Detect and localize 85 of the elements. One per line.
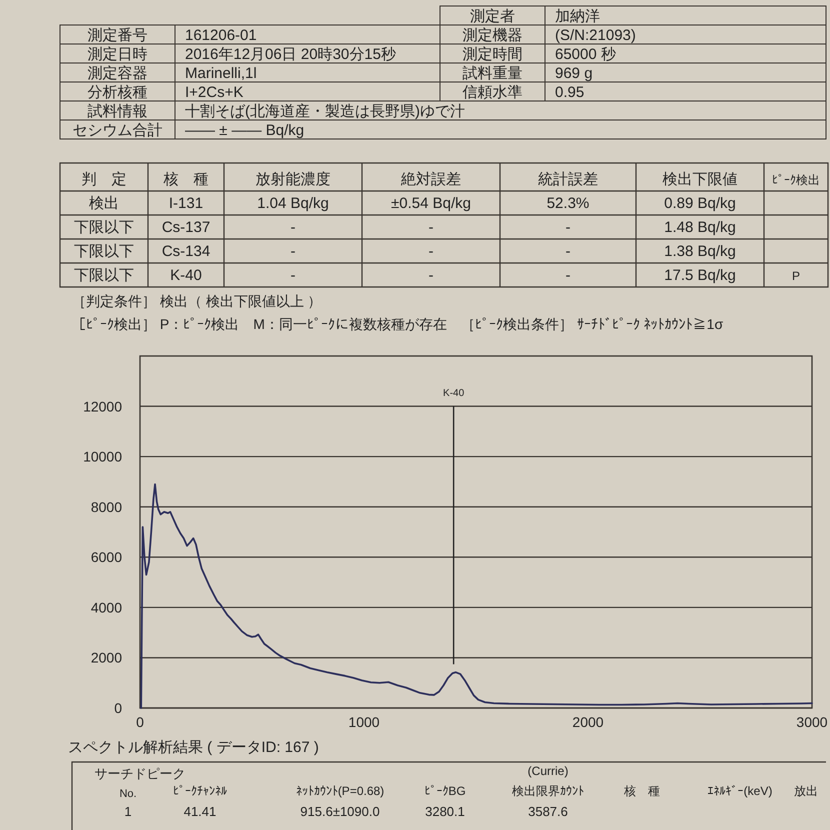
text: 下限以下 <box>74 243 134 260</box>
text: Cs-134 <box>162 243 210 260</box>
text: 1.04 Bq/kg <box>257 195 329 212</box>
text: 161206-01 <box>185 27 257 44</box>
text: I-131 <box>168 195 204 212</box>
text: (S/N:21093) <box>555 27 636 44</box>
x-tick-label: 2000 <box>572 714 604 730</box>
text: I+2Cs+K <box>185 84 244 101</box>
text: - <box>566 243 570 260</box>
text: セシウム合計 <box>72 122 162 139</box>
text: 信頼水準 <box>462 84 522 101</box>
text: - <box>290 219 296 236</box>
text: - <box>290 267 296 284</box>
text: 放出 <box>794 784 818 798</box>
text: (Currie) <box>528 764 568 778</box>
text: 下限以下 <box>74 267 134 284</box>
text: サーチドピーク <box>94 766 186 781</box>
text: 0.89 Bq/kg <box>664 195 736 212</box>
text: 1.38 Bq/kg <box>664 243 736 260</box>
text: 測定番号 <box>88 27 148 44</box>
y-tick-label: 8000 <box>90 498 122 515</box>
text: 3587.6 <box>528 804 568 819</box>
text: 65000 秒 <box>555 46 616 63</box>
text: ［ﾋﾟｰｸ検出］ P：ﾋﾟｰｸ検出 M：同一ﾋﾟｰｸに複数核種が存在 ［ﾋﾟｰｸ検出条件］ ｻｰﾁﾄﾞﾋﾟｰｸ ﾈｯﾄｶｳﾝﾄ≧1σ <box>72 316 724 332</box>
ref-line-label: K-40 <box>443 388 465 399</box>
text: Cs-137 <box>162 219 210 236</box>
x-tick-label: 3000 <box>796 714 828 730</box>
text: 3280.1 <box>425 804 465 819</box>
text: 絶対誤差 <box>400 171 461 188</box>
text: ﾋﾟｰｸﾁｬﾝﾈﾙ <box>173 784 227 798</box>
text: - <box>428 267 434 284</box>
text: ﾈｯﾄｶｳﾝﾄ(P=0.68) <box>296 784 384 798</box>
text: - <box>428 219 434 236</box>
text: ﾋﾟｰｸ検出 <box>772 173 820 187</box>
y-tick-label: 12000 <box>83 398 122 414</box>
x-tick-label: 1000 <box>348 714 380 730</box>
text: 十割そば(北海道産・製造は長野県)ゆで汁 <box>185 103 465 120</box>
text: 測定容器 <box>88 65 148 82</box>
text: 試料情報 <box>88 103 148 120</box>
text: K-40 <box>170 267 202 284</box>
text: 0.95 <box>555 84 584 101</box>
text: P <box>792 269 800 283</box>
text: - <box>566 267 570 284</box>
y-tick-label: 6000 <box>90 549 122 566</box>
text: 52.3% <box>546 195 590 212</box>
text: 加納洋 <box>555 8 600 25</box>
text: 915.6±1090.0 <box>300 804 380 819</box>
text: ﾋﾟｰｸBG <box>424 784 466 798</box>
text: ―― ± ―― Bq/kg <box>185 122 304 139</box>
text: ｴﾈﾙｷﾞｰ(keV) <box>708 784 772 798</box>
y-tick-label: 10000 <box>83 448 122 465</box>
text: 核 種 <box>162 171 208 188</box>
text: 下限以下 <box>74 219 134 236</box>
x-tick-label: 0 <box>136 714 144 730</box>
text: 969 g <box>555 65 593 82</box>
y-tick-label: 0 <box>114 700 122 716</box>
text: 分析核種 <box>88 84 148 101</box>
text: 試料重量 <box>462 65 522 82</box>
text: Marinelli,1l <box>185 65 257 82</box>
line-series <box>140 483 813 709</box>
text: 41.41 <box>184 804 216 819</box>
text: ±0.54 Bq/kg <box>391 195 471 212</box>
text: - <box>566 219 570 236</box>
text: - <box>428 243 434 260</box>
text: スペクトル解析結果 ( データID: 167 ) <box>68 739 319 756</box>
text: 検出 <box>89 195 119 212</box>
text: ［判定条件］ 検出（ 検出下限値以上 ） <box>72 293 322 309</box>
text: 検出限界ｶｳﾝﾄ <box>512 784 584 798</box>
text: 2016年12月06日 20時30分15秒 <box>185 46 396 63</box>
text: 測定日時 <box>88 46 148 63</box>
text: 判 定 <box>82 171 126 188</box>
text: 1.48 Bq/kg <box>664 219 736 236</box>
y-tick-label: 2000 <box>90 650 122 666</box>
text: 放射能濃度 <box>256 171 330 188</box>
text: No. <box>119 788 137 800</box>
y-tick-label: 4000 <box>90 599 122 616</box>
text: 1 <box>124 804 132 819</box>
text: 統計誤差 <box>538 171 598 188</box>
text: - <box>290 243 296 260</box>
text: 17.5 Bq/kg <box>664 267 736 284</box>
text: 測定機器 <box>462 27 522 44</box>
text: 測定時間 <box>462 46 522 63</box>
text: 測定者 <box>470 8 515 25</box>
text: 核 種 <box>623 784 660 798</box>
text: 検出下限値 <box>662 171 738 188</box>
